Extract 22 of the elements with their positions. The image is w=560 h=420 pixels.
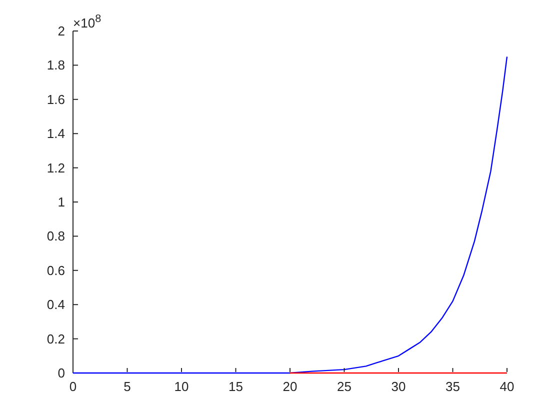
y-tick-label: 1.2	[46, 160, 65, 176]
x-tick-label: 0	[69, 379, 77, 394]
y-tick-label: 0.4	[46, 297, 65, 312]
x-tick-label: 5	[124, 379, 131, 394]
x-tick-label: 30	[391, 379, 406, 394]
x-tick-label: 25	[337, 379, 352, 394]
x-tick-label: 10	[174, 379, 189, 394]
y-tick-label: 1	[58, 194, 65, 210]
y-tick-label: 0.2	[46, 331, 65, 346]
x-tick-label: 40	[500, 379, 514, 394]
line-series	[72, 56, 508, 374]
y-tick-label: 0.6	[46, 262, 65, 278]
y-tick-label: 1.4	[46, 126, 65, 142]
y-tick-label: 2	[58, 24, 65, 38]
y-tick-label: 0.8	[46, 228, 65, 244]
y-tick-label: 1.8	[46, 58, 65, 73]
x-tick-label: 20	[282, 379, 298, 394]
y-tick-label: 0	[58, 366, 65, 380]
x-tick-label: 15	[228, 379, 243, 394]
text: ×10$^{8}$	[73, 12, 102, 32]
y-tick-label: 1.6	[46, 92, 65, 107]
x-tick-label: 35	[446, 379, 460, 394]
